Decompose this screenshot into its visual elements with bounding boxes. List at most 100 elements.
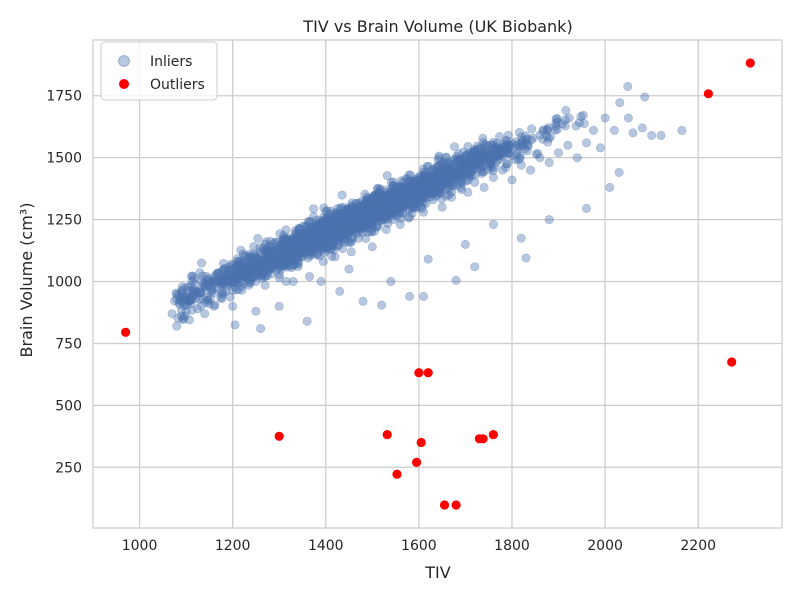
inlier-point [502,136,512,146]
inlier-point [184,286,194,296]
inlier-point [336,216,346,226]
inlier-point [226,270,236,280]
inlier-point [225,276,235,286]
inlier-point [441,167,451,177]
inlier-point [462,159,472,169]
inlier-point [290,238,300,248]
inlier-point [385,191,395,201]
inlier-point [382,205,392,215]
inlier-point [291,246,301,256]
inlier-point [458,164,468,174]
inlier-point [232,261,242,271]
inlier-point [367,207,377,217]
inlier-point [276,262,286,272]
inlier-point [325,230,335,240]
inlier-point [409,190,419,200]
inlier-point [227,277,237,287]
inlier-point [443,178,453,188]
inlier-point [279,233,289,243]
inlier-point [476,151,486,161]
inlier-point [311,234,321,244]
inlier-point [408,178,418,188]
inlier-point [249,272,259,282]
inlier-point [325,244,335,254]
inlier-point [180,311,190,321]
inlier-point [242,259,252,269]
inlier-point [237,268,247,278]
inlier-point [359,213,369,223]
inlier-point [205,293,215,303]
inlier-point [348,208,358,218]
inlier-point [418,188,428,198]
inlier-point [425,181,435,191]
inlier-point [457,158,467,168]
inlier-point [353,204,363,214]
inlier-point [335,216,345,226]
inlier-point [298,230,308,240]
inlier-point [314,220,324,230]
inlier-point [324,219,334,229]
inlier-point [350,214,360,224]
inlier-point [295,236,305,246]
inlier-point [338,230,348,240]
inlier-point [172,294,182,304]
inlier-point [218,288,228,298]
inlier-point [333,231,343,241]
inlier-point [262,248,272,258]
inlier-point [416,179,426,189]
inlier-point [490,150,500,160]
inlier-point [385,205,395,215]
inlier-point [232,270,242,280]
inlier-point [249,249,259,259]
inlier-point [483,141,493,151]
inlier-point [326,221,336,231]
inlier-point [383,218,393,228]
inlier-point [400,199,410,209]
inlier-point [251,306,261,316]
inlier-point [437,175,447,185]
inlier-point [544,215,554,225]
inlier-point [411,187,421,197]
inlier-point [306,235,316,245]
inlier-point [351,223,361,233]
inlier-point [339,220,349,230]
inlier-point [358,207,368,217]
inlier-point [435,188,445,198]
inlier-point [301,247,311,257]
inlier-point [190,279,200,289]
inlier-point [455,154,465,164]
inlier-point [327,232,337,242]
inlier-point [392,199,402,209]
inlier-point [309,224,319,234]
inlier-point [358,213,368,223]
inlier-point [345,221,355,231]
inlier-point [397,202,407,212]
inlier-point [286,251,296,261]
inlier-point [296,234,306,244]
inlier-point [403,183,413,193]
inlier-point [335,210,345,220]
inlier-point [386,206,396,216]
inlier-point [327,228,337,238]
inlier-point [187,271,197,281]
inlier-point [297,234,307,244]
inlier-point [312,219,322,229]
inlier-point [281,252,291,262]
inlier-point [415,198,425,208]
inlier-point [325,229,335,239]
inlier-point [400,200,410,210]
inlier-point [255,261,265,271]
inlier-point [338,211,348,221]
inlier-point [348,216,358,226]
inlier-point [224,279,234,289]
inlier-point [290,253,300,263]
inlier-point [286,236,296,246]
inlier-point [245,273,255,283]
inlier-point [322,238,332,248]
inlier-point [476,158,486,168]
inlier-point [264,245,274,255]
inlier-point [392,209,402,219]
inlier-point [468,160,478,170]
inlier-point [380,207,390,217]
inlier-point [368,206,378,216]
